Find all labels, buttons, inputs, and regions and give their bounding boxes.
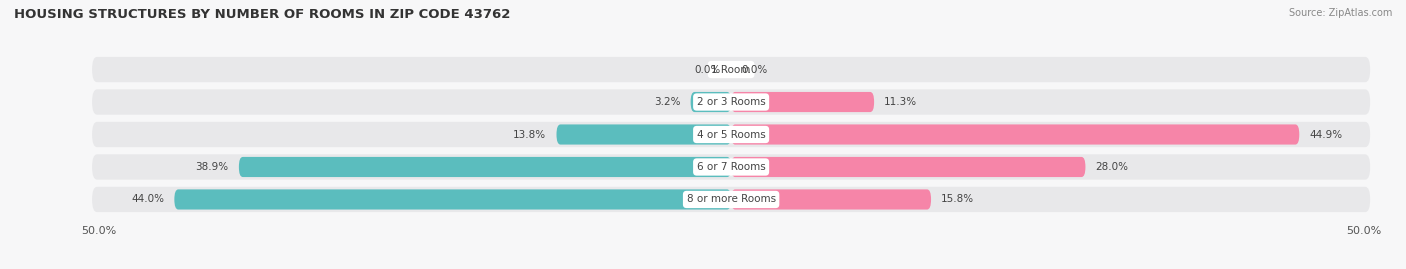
Text: 15.8%: 15.8% <box>941 194 974 204</box>
FancyBboxPatch shape <box>690 92 731 112</box>
Text: 4 or 5 Rooms: 4 or 5 Rooms <box>697 129 765 140</box>
FancyBboxPatch shape <box>239 157 731 177</box>
FancyBboxPatch shape <box>91 57 1369 82</box>
FancyBboxPatch shape <box>174 189 731 210</box>
FancyBboxPatch shape <box>557 125 731 144</box>
FancyBboxPatch shape <box>731 92 875 112</box>
Text: 0.0%: 0.0% <box>695 65 721 75</box>
Text: 28.0%: 28.0% <box>1095 162 1129 172</box>
Text: 44.9%: 44.9% <box>1309 129 1343 140</box>
FancyBboxPatch shape <box>731 157 1085 177</box>
Text: 2 or 3 Rooms: 2 or 3 Rooms <box>697 97 765 107</box>
Text: 0.0%: 0.0% <box>741 65 768 75</box>
Legend: Owner-occupied, Renter-occupied: Owner-occupied, Renter-occupied <box>610 268 852 269</box>
Text: 11.3%: 11.3% <box>884 97 917 107</box>
FancyBboxPatch shape <box>731 125 1299 144</box>
Text: 8 or more Rooms: 8 or more Rooms <box>686 194 776 204</box>
Text: 38.9%: 38.9% <box>195 162 229 172</box>
Text: 44.0%: 44.0% <box>131 194 165 204</box>
Text: 3.2%: 3.2% <box>654 97 681 107</box>
FancyBboxPatch shape <box>91 89 1369 115</box>
Text: 1 Room: 1 Room <box>711 65 751 75</box>
FancyBboxPatch shape <box>91 187 1369 212</box>
Text: HOUSING STRUCTURES BY NUMBER OF ROOMS IN ZIP CODE 43762: HOUSING STRUCTURES BY NUMBER OF ROOMS IN… <box>14 8 510 21</box>
FancyBboxPatch shape <box>91 154 1369 180</box>
Text: Source: ZipAtlas.com: Source: ZipAtlas.com <box>1288 8 1392 18</box>
FancyBboxPatch shape <box>731 189 931 210</box>
FancyBboxPatch shape <box>91 122 1369 147</box>
Text: 13.8%: 13.8% <box>513 129 547 140</box>
Text: 6 or 7 Rooms: 6 or 7 Rooms <box>697 162 765 172</box>
